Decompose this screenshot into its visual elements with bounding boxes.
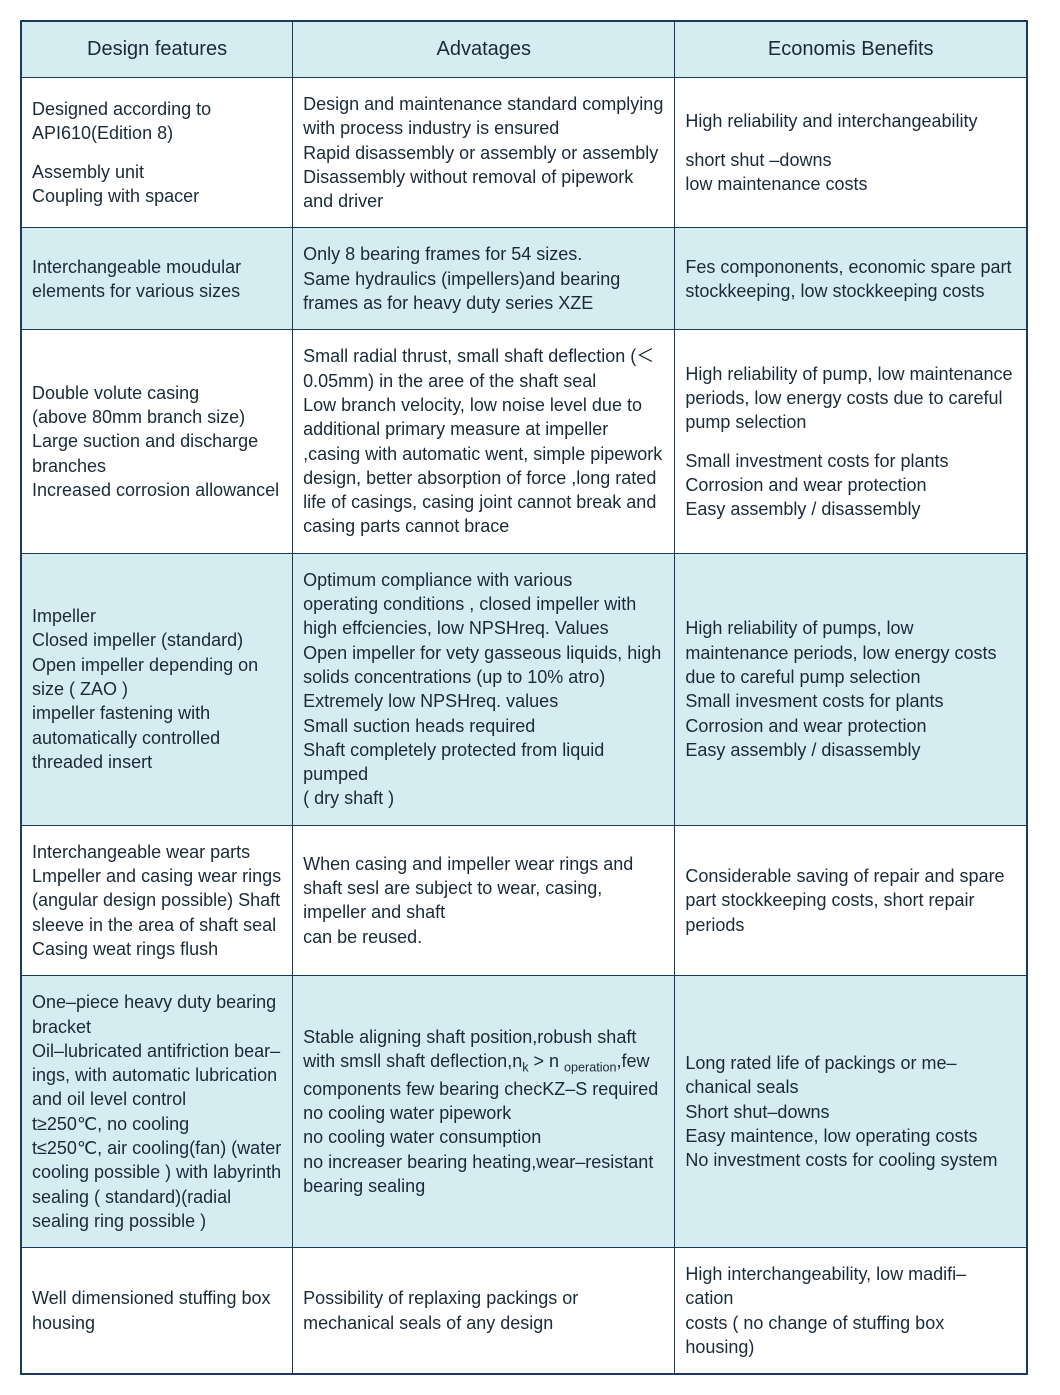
table-header-row: Design features Advatages Economis Benef…: [21, 21, 1027, 78]
cell-feature: Well dimensioned stuffing box housing: [21, 1248, 293, 1375]
cell-advantage: When casing and impeller wear rings and …: [293, 825, 675, 975]
cell-feature: Double volute casing(above 80mm branch s…: [21, 330, 293, 553]
cell-text: High reliability and interchangeability: [685, 109, 1016, 133]
cell-advantage: Design and maintenance standard complyin…: [293, 78, 675, 228]
table-row: Interchangeable moudular elements for va…: [21, 228, 1027, 330]
cell-text: short shut –downslow maintenance costs: [685, 148, 1016, 197]
col-header-benefits: Economis Benefits: [675, 21, 1027, 78]
cell-benefit: Considerable saving of repair and spare …: [675, 825, 1027, 975]
cell-benefit: High interchangeability, low madifi–cati…: [675, 1248, 1027, 1375]
col-header-advantages: Advatages: [293, 21, 675, 78]
table-row: Well dimensioned stuffing box housing Po…: [21, 1248, 1027, 1375]
table-row: ImpellerClosed impeller (standard)Open i…: [21, 553, 1027, 825]
cell-benefit: High reliability and interchangeability …: [675, 78, 1027, 228]
cell-advantage: Only 8 bearing frames for 54 sizes.Same …: [293, 228, 675, 330]
cell-feature: Interchangeable moudular elements for va…: [21, 228, 293, 330]
cell-feature: One–piece heavy duty bearing bracketOil–…: [21, 976, 293, 1248]
col-header-design-features: Design features: [21, 21, 293, 78]
cell-advantage: Possibility of replaxing packings or mec…: [293, 1248, 675, 1375]
cell-feature: Designed according to API610(Edition 8) …: [21, 78, 293, 228]
cell-text: Designed according to API610(Edition 8): [32, 97, 282, 146]
cell-text: High reliability of pump, low maintenanc…: [685, 362, 1016, 435]
cell-benefit: High reliability of pump, low maintenanc…: [675, 330, 1027, 553]
table-row: Double volute casing(above 80mm branch s…: [21, 330, 1027, 553]
table-row: Designed according to API610(Edition 8) …: [21, 78, 1027, 228]
cell-advantage: Stable aligning shaft position,robush sh…: [293, 976, 675, 1248]
design-features-table: Design features Advatages Economis Benef…: [20, 20, 1028, 1375]
cell-advantage: Optimum compliance with variousoperating…: [293, 553, 675, 825]
cell-feature: Interchangeable wear parts Lmpeller and …: [21, 825, 293, 975]
cell-feature: ImpellerClosed impeller (standard)Open i…: [21, 553, 293, 825]
cell-benefit: Long rated life of packings or me–chanic…: [675, 976, 1027, 1248]
cell-text: Assembly unitCoupling with spacer: [32, 160, 282, 209]
cell-advantage: Small radial thrust, small shaft deflect…: [293, 330, 675, 553]
cell-text: Small investment costs for plantsCorrosi…: [685, 449, 1016, 522]
cell-benefit: High reliability of pumps, low maintenan…: [675, 553, 1027, 825]
table-row: Interchangeable wear parts Lmpeller and …: [21, 825, 1027, 975]
table-row: One–piece heavy duty bearing bracketOil–…: [21, 976, 1027, 1248]
cell-benefit: Fes compononents, economic spare part st…: [675, 228, 1027, 330]
